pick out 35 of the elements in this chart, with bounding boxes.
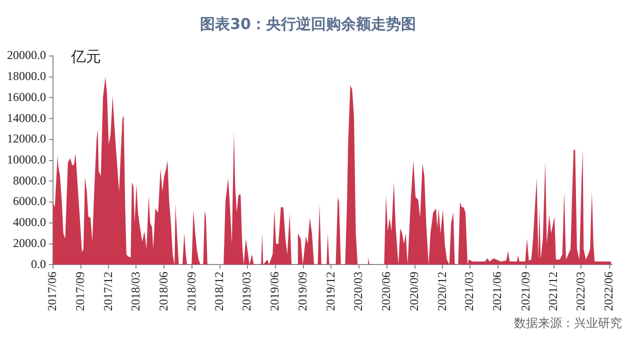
y-tick-label: 14000.0 (7, 110, 46, 125)
x-tick-label: 2019/06 (268, 272, 282, 312)
x-tick-label: 2019/12 (323, 272, 338, 312)
x-tick-label: 2022/06 (601, 272, 616, 312)
y-tick-label: 10000.0 (7, 152, 46, 166)
y-tick-label: 4000.0 (13, 215, 46, 230)
x-tick-label: 2022/03 (573, 272, 588, 312)
x-tick-label: 2020/06 (379, 272, 394, 312)
y-tick-label: 18000.0 (7, 69, 46, 84)
x-tick-label: 2021/03 (462, 272, 476, 312)
x-tick-label: 2019/03 (240, 272, 254, 312)
chart-title: 图表30：央行逆回购余额走势图 (200, 14, 416, 33)
x-tick-label: 2019/09 (296, 272, 310, 312)
x-tick-label: 2018/12 (212, 272, 226, 312)
y-tick-label: 20000.0 (7, 48, 46, 62)
x-tick-label: 2021/09 (518, 272, 532, 312)
x-tick-label: 2020/12 (434, 272, 449, 312)
x-tick-label: 2017/09 (73, 272, 88, 312)
x-tick-label: 2018/03 (128, 272, 142, 312)
x-tick-label: 2018/09 (184, 272, 198, 312)
x-tick-label: 2021/06 (490, 272, 504, 312)
y-tick-label: 6000.0 (13, 194, 46, 208)
y-tick-label: 12000.0 (7, 132, 46, 146)
y-tick-label: 2000.0 (13, 236, 46, 250)
y-tick-label: 16000.0 (7, 90, 46, 104)
x-tick-label: 2021/12 (546, 272, 560, 312)
y-tick-label: 0.0 (31, 256, 46, 271)
x-tick-label: 2018/06 (156, 272, 170, 312)
source-note: 数据来源：兴业研究 (514, 316, 622, 330)
y-tick-label: 8000.0 (13, 173, 46, 188)
x-tick-label: 2017/12 (100, 272, 115, 312)
x-tick-label: 2017/06 (45, 272, 60, 312)
y-axis-title: 亿元 (70, 47, 101, 66)
x-tick-label: 2020/09 (407, 272, 422, 312)
x-tick-label: 2020/03 (351, 272, 366, 312)
